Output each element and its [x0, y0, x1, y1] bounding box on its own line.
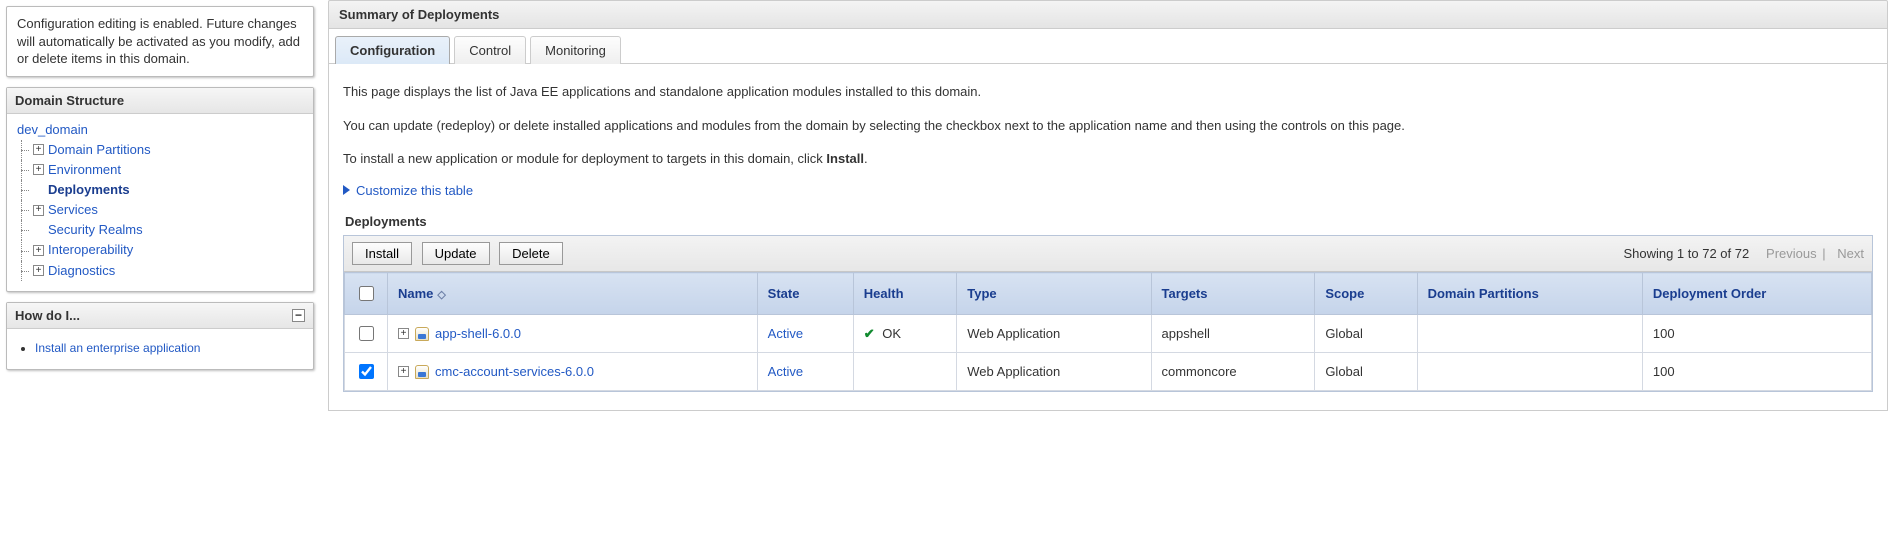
howdoi-panel: How do I... − Install an enterprise appl…	[6, 302, 314, 370]
cell-targets: commoncore	[1151, 353, 1315, 391]
cell-domain-partitions	[1417, 315, 1642, 353]
row-checkbox[interactable]	[359, 326, 374, 341]
install-button[interactable]: Install	[352, 242, 412, 265]
table-buttons: Install Update Delete	[352, 242, 569, 265]
pager-next[interactable]: Next	[1837, 246, 1864, 261]
domain-root-link[interactable]: dev_domain	[17, 122, 88, 137]
howdoi-title: How do I...	[15, 308, 80, 323]
table-row: + app-shell-6.0.0 Active ✔ OK Web Applicatio…	[345, 315, 1872, 353]
col-state[interactable]: State	[757, 273, 853, 315]
col-domain-partitions[interactable]: Domain Partitions	[1417, 273, 1642, 315]
tree-node-diagnostics[interactable]: Diagnostics	[48, 261, 115, 281]
col-scope[interactable]: Scope	[1315, 273, 1417, 315]
health-text: OK	[879, 326, 901, 341]
domain-structure-title: Domain Structure	[7, 88, 313, 114]
cell-scope: Global	[1315, 315, 1417, 353]
cell-type: Web Application	[957, 315, 1151, 353]
cell-domain-partitions	[1417, 353, 1642, 391]
tree-expander-icon[interactable]: +	[33, 265, 44, 276]
tree-node-domain-partitions[interactable]: Domain Partitions	[48, 140, 151, 160]
state-link[interactable]: Active	[768, 326, 803, 341]
table-title: Deployments	[345, 214, 1873, 229]
tree-node-security-realms[interactable]: Security Realms	[48, 220, 143, 240]
pager: Showing 1 to 72 of 72 Previous | Next	[1623, 246, 1864, 261]
deployment-name-link[interactable]: app-shell-6.0.0	[435, 326, 521, 341]
howdoi-link[interactable]: Install an enterprise application	[35, 341, 200, 355]
config-notice: Configuration editing is enabled. Future…	[6, 6, 314, 77]
cell-scope: Global	[1315, 353, 1417, 391]
col-health[interactable]: Health	[853, 273, 956, 315]
app-icon	[415, 365, 429, 379]
page-title: Summary of Deployments	[328, 0, 1888, 29]
intro-text-1: This page displays the list of Java EE a…	[343, 82, 1873, 102]
health-ok-icon: ✔	[864, 326, 875, 341]
intro-text-2: You can update (redeploy) or delete inst…	[343, 116, 1873, 136]
tree-node-services[interactable]: Services	[48, 200, 98, 220]
col-type[interactable]: Type	[957, 273, 1151, 315]
app-icon	[415, 327, 429, 341]
state-link[interactable]: Active	[768, 364, 803, 379]
update-button[interactable]: Update	[422, 242, 490, 265]
tree-node-deployments[interactable]: Deployments	[48, 180, 130, 200]
tab-control[interactable]: Control	[454, 36, 526, 64]
tree-expander-icon[interactable]: +	[33, 164, 44, 175]
tree-expander-icon[interactable]: +	[33, 245, 44, 256]
table-row: + cmc-account-services-6.0.0 Active Web App…	[345, 353, 1872, 391]
row-checkbox[interactable]	[359, 364, 374, 379]
domain-structure-panel: Domain Structure dev_domain + Domain Part…	[6, 87, 314, 292]
cell-type: Web Application	[957, 353, 1151, 391]
select-all-checkbox[interactable]	[359, 286, 374, 301]
pager-showing: Showing 1 to 72 of 72	[1623, 246, 1749, 261]
row-expander-icon[interactable]: +	[398, 328, 409, 339]
tree-expander-icon[interactable]: +	[33, 144, 44, 155]
cell-deployment-order: 100	[1642, 315, 1871, 353]
cell-targets: appshell	[1151, 315, 1315, 353]
col-deployment-order[interactable]: Deployment Order	[1642, 273, 1871, 315]
delete-button[interactable]: Delete	[499, 242, 563, 265]
tab-configuration[interactable]: Configuration	[335, 36, 450, 64]
deployments-table: Name◇ State Health Type Targets Scope Do…	[344, 272, 1872, 391]
tree-expander-icon[interactable]: +	[33, 205, 44, 216]
col-targets[interactable]: Targets	[1151, 273, 1315, 315]
intro-text-3: To install a new application or module f…	[343, 149, 1873, 169]
cell-deployment-order: 100	[1642, 353, 1871, 391]
sort-asc-icon: ◇	[437, 288, 445, 301]
deployments-table-wrap: Install Update Delete Showing 1 to 72 of…	[343, 235, 1873, 392]
tabs: ConfigurationControlMonitoring	[328, 29, 1888, 64]
customize-table-link[interactable]: Customize this table	[343, 183, 473, 198]
col-name[interactable]: Name◇	[388, 273, 758, 315]
collapse-icon[interactable]: −	[292, 309, 305, 322]
expand-triangle-icon	[343, 185, 350, 195]
deployment-name-link[interactable]: cmc-account-services-6.0.0	[435, 364, 594, 379]
tree-node-environment[interactable]: Environment	[48, 160, 121, 180]
tab-monitoring[interactable]: Monitoring	[530, 36, 621, 64]
pager-previous[interactable]: Previous	[1766, 246, 1817, 261]
content-area: This page displays the list of Java EE a…	[328, 64, 1888, 411]
tree-node-interoperability[interactable]: Interoperability	[48, 240, 133, 260]
domain-tree: dev_domain + Domain Partitions + Environmen…	[7, 114, 313, 291]
row-expander-icon[interactable]: +	[398, 366, 409, 377]
